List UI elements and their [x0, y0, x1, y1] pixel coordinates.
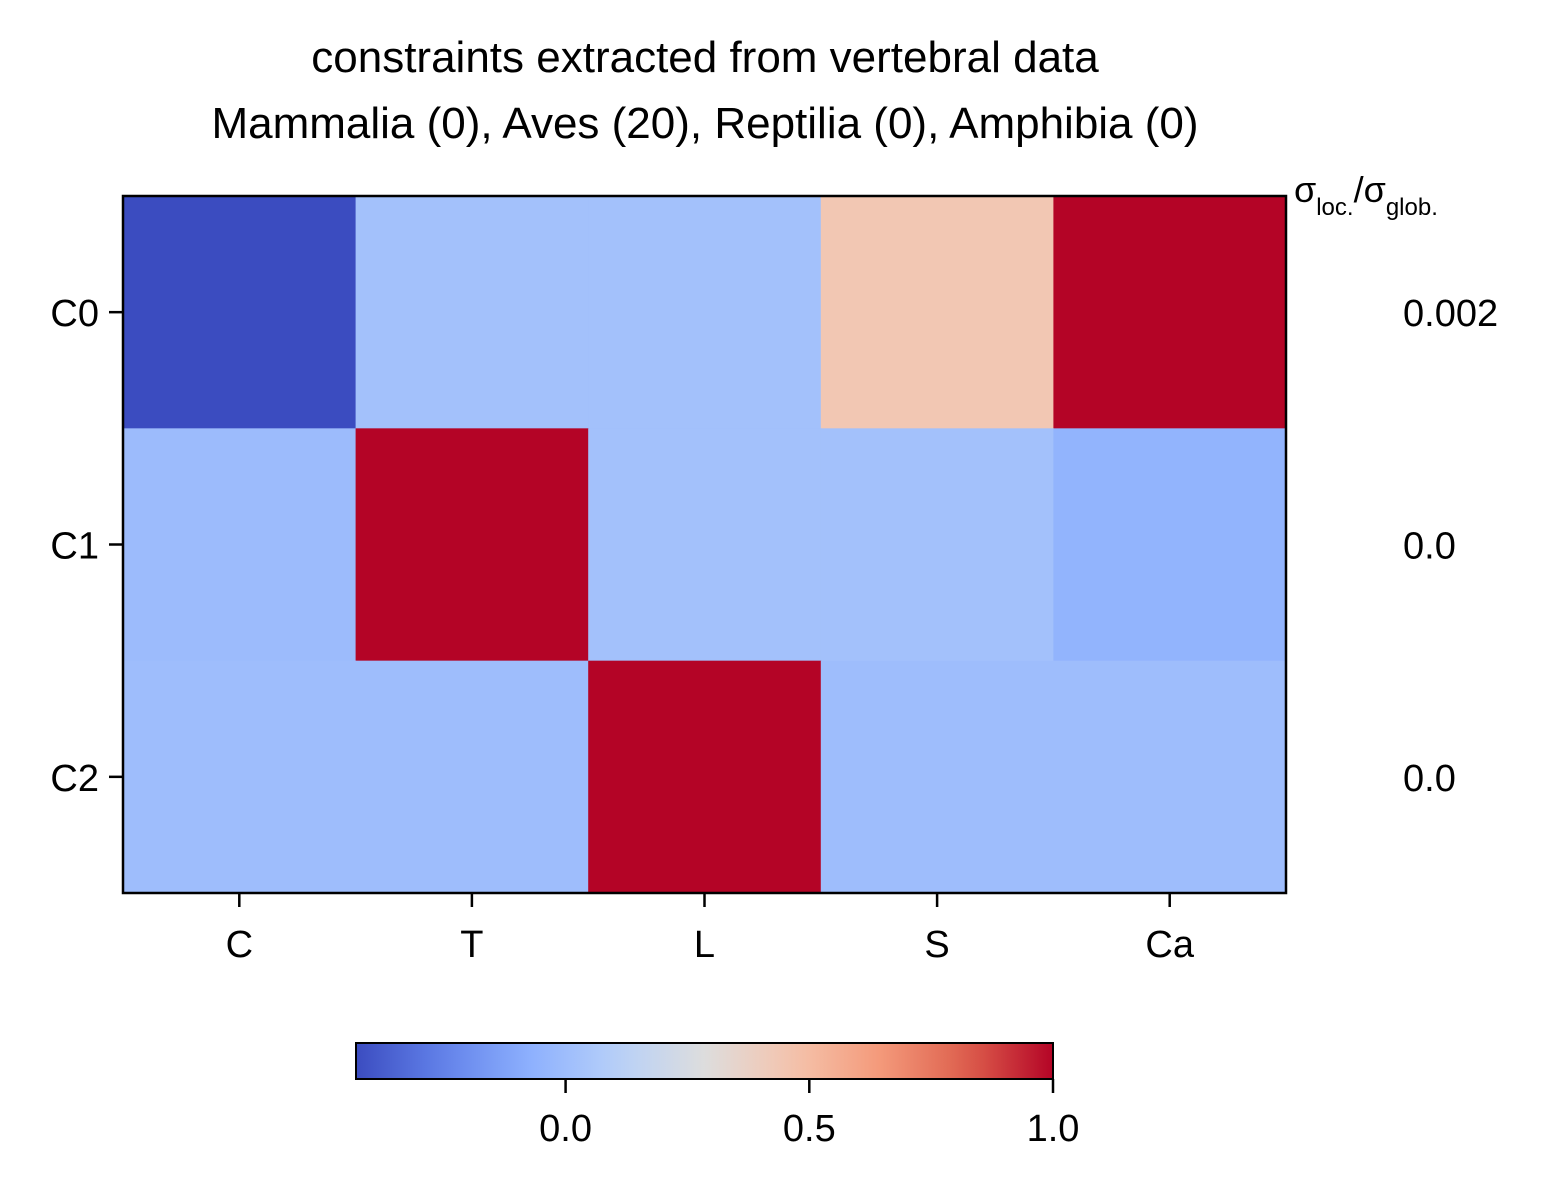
- row-ratio-value: 0.0: [1403, 758, 1456, 800]
- column-tick-label: S: [924, 924, 949, 966]
- column-tick-label: L: [694, 924, 715, 966]
- row-ratio-labels: 0.002 0.0 0.0: [1403, 293, 1498, 800]
- ratio-header-glob-sub: glob.: [1386, 194, 1438, 221]
- heatmap-cell: [123, 660, 357, 894]
- chart-title: constraints extracted from vertebral dat…: [311, 33, 1099, 82]
- colorbar-tick-label: 0.0: [539, 1108, 592, 1150]
- row-ticks: C0 C1 C2: [50, 293, 123, 800]
- column-tick-label: Ca: [1145, 924, 1194, 966]
- row-tick-label: C2: [50, 758, 99, 800]
- heatmap-cell: [588, 660, 822, 894]
- heatmap-cell: [123, 428, 357, 662]
- heatmap-cell: [355, 196, 589, 429]
- colorbar-tick-label: 1.0: [1027, 1108, 1080, 1150]
- ratio-header-loc-sub: loc.: [1316, 194, 1353, 221]
- row-tick-label: C1: [50, 526, 99, 568]
- ratio-header-slash-sigma: /σ: [1354, 169, 1386, 210]
- column-tick-label: C: [226, 924, 253, 966]
- heatmap-cell: [1053, 196, 1287, 429]
- heatmap-cell: [355, 428, 589, 662]
- heatmap-cell: [355, 660, 589, 894]
- colorbar: [355, 1042, 1054, 1080]
- heatmap-cell: [588, 428, 822, 662]
- heatmap-cell: [588, 196, 822, 429]
- row-ratio-value: 0.0: [1403, 526, 1456, 568]
- heatmap-cell: [1053, 428, 1287, 662]
- colorbar-ticks: 0.0 0.5 1.0: [539, 1079, 1079, 1150]
- row-ratio-value: 0.002: [1403, 293, 1498, 335]
- ratio-header-sigma: σ: [1294, 169, 1316, 210]
- column-ticks: C T L S Ca: [226, 893, 1195, 966]
- heatmap-cell: [820, 428, 1054, 662]
- heatmap-cell: [820, 196, 1054, 429]
- heatmap-cell: [123, 196, 357, 429]
- heatmap-cell: [1053, 660, 1287, 894]
- heatmap-cell: [820, 660, 1054, 894]
- column-tick-label: T: [460, 924, 483, 966]
- heatmap-cells: [123, 196, 1287, 894]
- colorbar-tick-label: 0.5: [783, 1108, 836, 1150]
- chart-subtitle: Mammalia (0), Aves (20), Reptilia (0), A…: [211, 99, 1198, 148]
- row-tick-label: C0: [50, 293, 99, 335]
- ratio-header: σloc./σglob.: [1294, 169, 1438, 221]
